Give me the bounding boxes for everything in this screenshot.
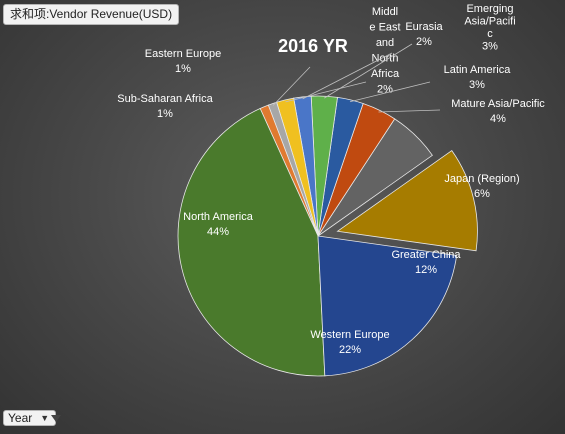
leader-line-eurasia [302,52,393,100]
data-label-greater-china: Greater China 12% [391,249,461,276]
filter-funnel-icon [51,414,62,422]
data-label-emerging-asia-pacific: Emerging Asia/Pacifi c 3% [464,3,515,53]
data-label-sub-saharan-africa: Sub-Saharan Africa 1% [117,93,213,120]
data-label-japan-region: Japan (Region) 6% [444,173,519,200]
data-label-eurasia: Eurasia 2% [405,21,443,48]
data-label-eastern-europe: Eastern Europe 1% [145,48,221,75]
leader-line-latin-america [349,81,431,103]
year-filter-label: Year [8,410,33,425]
leader-line-emerging-asia-pacific [324,43,413,99]
pie-slice-north-america[interactable] [177,107,326,377]
data-label-latin-america: Latin America 3% [444,64,512,91]
data-label-middle-east-and-north-africa: Middl e East and North Africa 2% [369,6,400,96]
pie-slice-western-europe[interactable] [317,235,458,377]
chevron-down-icon: ▼ [40,412,50,423]
leader-line-middle-east-and-north-africa [285,81,367,103]
data-label-mature-asia-pacific: Mature Asia/Pacific 4% [451,98,545,125]
pivot-field-button[interactable]: 求和项:Vendor Revenue(USD) [3,4,180,25]
year-filter-button[interactable]: Year ▼ [3,410,62,426]
data-label-western-europe: Western Europe 22% [310,329,389,356]
leader-line-mature-asia-pacific [378,109,441,113]
data-label-north-america: North America 44% [183,211,254,238]
leader-line-eastern-europe [272,66,311,106]
chart-title: 2016 YR [278,36,348,56]
pie-slice-greater-china[interactable] [336,150,478,252]
